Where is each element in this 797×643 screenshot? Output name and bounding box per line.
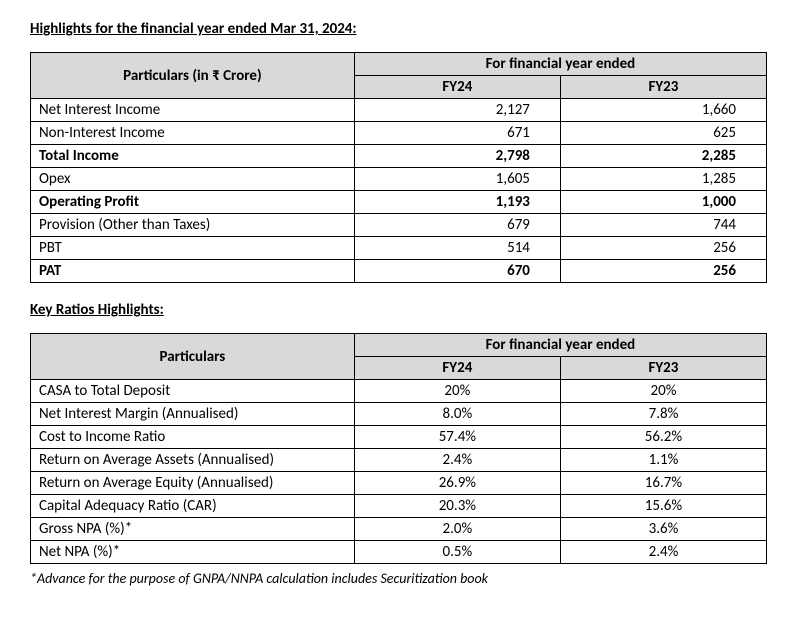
row-fy24: 8.0% <box>354 403 560 426</box>
row-fy24: 2.0% <box>354 518 560 541</box>
row-fy24: 0.5% <box>354 541 560 564</box>
row-fy24: 679 <box>354 214 560 237</box>
row-fy24: 20% <box>354 380 560 403</box>
row-fy24: 57.4% <box>354 426 560 449</box>
row-fy23: 20% <box>560 380 766 403</box>
row-label: Net Interest Margin (Annualised) <box>31 403 355 426</box>
row-fy24: 514 <box>354 237 560 260</box>
row-fy23: 16.7% <box>560 472 766 495</box>
table-row: Provision (Other than Taxes)679744 <box>31 214 767 237</box>
table-row: Return on Average Assets (Annualised)2.4… <box>31 449 767 472</box>
row-fy23: 2.4% <box>560 541 766 564</box>
row-fy23: 56.2% <box>560 426 766 449</box>
row-fy24: 671 <box>354 122 560 145</box>
row-fy23: 625 <box>560 122 766 145</box>
row-label: CASA to Total Deposit <box>31 380 355 403</box>
table-row: Return on Average Equity (Annualised)26.… <box>31 472 767 495</box>
table-row: CASA to Total Deposit20%20% <box>31 380 767 403</box>
row-label: Provision (Other than Taxes) <box>31 214 355 237</box>
row-label: Cost to Income Ratio <box>31 426 355 449</box>
row-fy24: 2.4% <box>354 449 560 472</box>
row-label: Net Interest Income <box>31 99 355 122</box>
row-label: Operating Profit <box>31 191 355 214</box>
section2-title: Key Ratios Highlights: <box>30 301 767 319</box>
section-highlights: Highlights for the financial year ended … <box>30 20 767 283</box>
row-label: Net NPA (%)* <box>31 541 355 564</box>
table-row: Gross NPA (%)*2.0%3.6% <box>31 518 767 541</box>
table2-header-fy24: FY24 <box>354 357 560 380</box>
table-row: Net Interest Income2,1271,660 <box>31 99 767 122</box>
row-label: PAT <box>31 260 355 283</box>
table-row: PAT670256 <box>31 260 767 283</box>
row-fy24: 26.9% <box>354 472 560 495</box>
footnote: *Advance for the purpose of GNPA/NNPA ca… <box>30 570 767 587</box>
table-row: Capital Adequacy Ratio (CAR)20.3%15.6% <box>31 495 767 518</box>
table1-header-fy23: FY23 <box>560 76 766 99</box>
row-fy23: 7.8% <box>560 403 766 426</box>
row-label: Return on Average Equity (Annualised) <box>31 472 355 495</box>
table-row: Opex1,6051,285 <box>31 168 767 191</box>
table2-header-period: For financial year ended <box>354 334 766 357</box>
section1-title: Highlights for the financial year ended … <box>30 20 767 38</box>
row-fy23: 15.6% <box>560 495 766 518</box>
table-row: Operating Profit1,1931,000 <box>31 191 767 214</box>
table-row: Non-Interest Income671625 <box>31 122 767 145</box>
row-fy24: 1,193 <box>354 191 560 214</box>
row-label: Capital Adequacy Ratio (CAR) <box>31 495 355 518</box>
row-fy23: 1,660 <box>560 99 766 122</box>
table-row: Total Income2,7982,285 <box>31 145 767 168</box>
row-fy23: 1,000 <box>560 191 766 214</box>
row-label: Return on Average Assets (Annualised) <box>31 449 355 472</box>
table1-header-particulars: Particulars (in ₹ Crore) <box>31 53 355 99</box>
row-fy23: 256 <box>560 237 766 260</box>
row-label: Non-Interest Income <box>31 122 355 145</box>
row-fy23: 3.6% <box>560 518 766 541</box>
row-fy24: 1,605 <box>354 168 560 191</box>
highlights-table: Particulars (in ₹ Crore) For financial y… <box>30 52 767 283</box>
row-label: Total Income <box>31 145 355 168</box>
row-fy24: 2,798 <box>354 145 560 168</box>
table-row: Cost to Income Ratio57.4%56.2% <box>31 426 767 449</box>
table1-header-period: For financial year ended <box>354 53 766 76</box>
table-row: PBT514256 <box>31 237 767 260</box>
table-row: Net NPA (%)*0.5%2.4% <box>31 541 767 564</box>
row-fy23: 1,285 <box>560 168 766 191</box>
table2-header-particulars: Particulars <box>31 334 355 380</box>
row-fy23: 1.1% <box>560 449 766 472</box>
ratios-table: Particulars For financial year ended FY2… <box>30 333 767 564</box>
table1-header-fy24: FY24 <box>354 76 560 99</box>
row-label: Opex <box>31 168 355 191</box>
row-fy23: 744 <box>560 214 766 237</box>
table-row: Net Interest Margin (Annualised)8.0%7.8% <box>31 403 767 426</box>
row-fy24: 20.3% <box>354 495 560 518</box>
row-label: Gross NPA (%)* <box>31 518 355 541</box>
row-fy24: 670 <box>354 260 560 283</box>
row-fy23: 256 <box>560 260 766 283</box>
row-fy24: 2,127 <box>354 99 560 122</box>
row-label: PBT <box>31 237 355 260</box>
section-ratios: Key Ratios Highlights: Particulars For f… <box>30 301 767 587</box>
row-fy23: 2,285 <box>560 145 766 168</box>
table2-header-fy23: FY23 <box>560 357 766 380</box>
